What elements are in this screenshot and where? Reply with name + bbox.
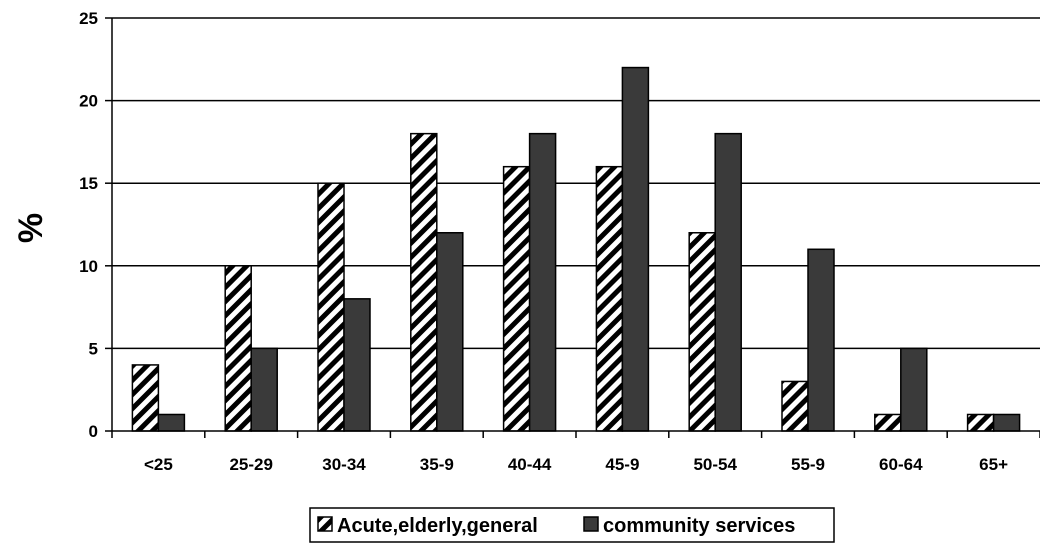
bar-acute-elderly-general xyxy=(688,232,716,432)
y-axis-label: % xyxy=(12,213,50,243)
legend-swatch-acute xyxy=(317,516,333,532)
bar-acute-elderly-general xyxy=(410,132,438,432)
x-tick-label: 35-9 xyxy=(420,455,454,474)
bar-community-services xyxy=(621,66,650,432)
bar-community-services xyxy=(900,347,928,432)
bars xyxy=(131,66,1021,432)
gridlines xyxy=(112,17,1040,350)
x-tick-labels: <25 25-29 30-34 35-9 40-44 45-9 50-54 55-9 60-64… xyxy=(144,455,1008,474)
bar-community-services xyxy=(436,232,464,432)
bar-acute-elderly-general xyxy=(874,413,902,432)
y-tick-label: 5 xyxy=(89,339,98,358)
bar-acute-elderly-general xyxy=(966,413,995,432)
legend: Acute,elderly,general community services xyxy=(309,507,835,543)
axes xyxy=(105,17,1040,438)
y-tick-label: 0 xyxy=(89,422,98,441)
bar-community-services xyxy=(807,248,835,432)
x-tick-label: 25-29 xyxy=(229,455,272,474)
x-tick-label: 65+ xyxy=(979,455,1008,474)
bar-community-services xyxy=(714,132,742,432)
bar-acute-elderly-general xyxy=(502,165,531,432)
x-tick-label: 55-9 xyxy=(791,455,825,474)
legend-label-community: community services xyxy=(603,515,795,537)
x-tick-label: 60-64 xyxy=(879,455,923,474)
bar-acute-elderly-general xyxy=(224,265,252,432)
bar-community-services xyxy=(528,132,557,432)
bar-community-services xyxy=(343,298,371,432)
legend-border xyxy=(309,507,835,543)
bar-acute-elderly-general xyxy=(131,364,160,432)
bar-community-services xyxy=(992,413,1021,432)
x-tick-label: 50-54 xyxy=(693,455,737,474)
bar-acute-elderly-general xyxy=(781,380,809,432)
x-tick-label: 40-44 xyxy=(508,455,552,474)
x-tick-label: <25 xyxy=(144,455,173,474)
bar-community-services xyxy=(157,413,186,432)
bar-acute-elderly-general xyxy=(595,165,624,432)
y-tick-label: 15 xyxy=(79,174,98,193)
x-tick-label: 30-34 xyxy=(322,455,366,474)
legend-swatch-community xyxy=(583,516,599,532)
bar-acute-elderly-general xyxy=(317,182,345,432)
y-tick-labels: 0 5 10 15 20 25 xyxy=(79,9,98,441)
y-tick-label: 20 xyxy=(79,92,98,111)
y-tick-label: 10 xyxy=(79,257,98,276)
x-tick-label: 45-9 xyxy=(605,455,639,474)
y-tick-label: 25 xyxy=(79,9,98,28)
legend-label-acute: Acute,elderly,general xyxy=(337,515,538,537)
bar-community-services xyxy=(250,347,278,432)
